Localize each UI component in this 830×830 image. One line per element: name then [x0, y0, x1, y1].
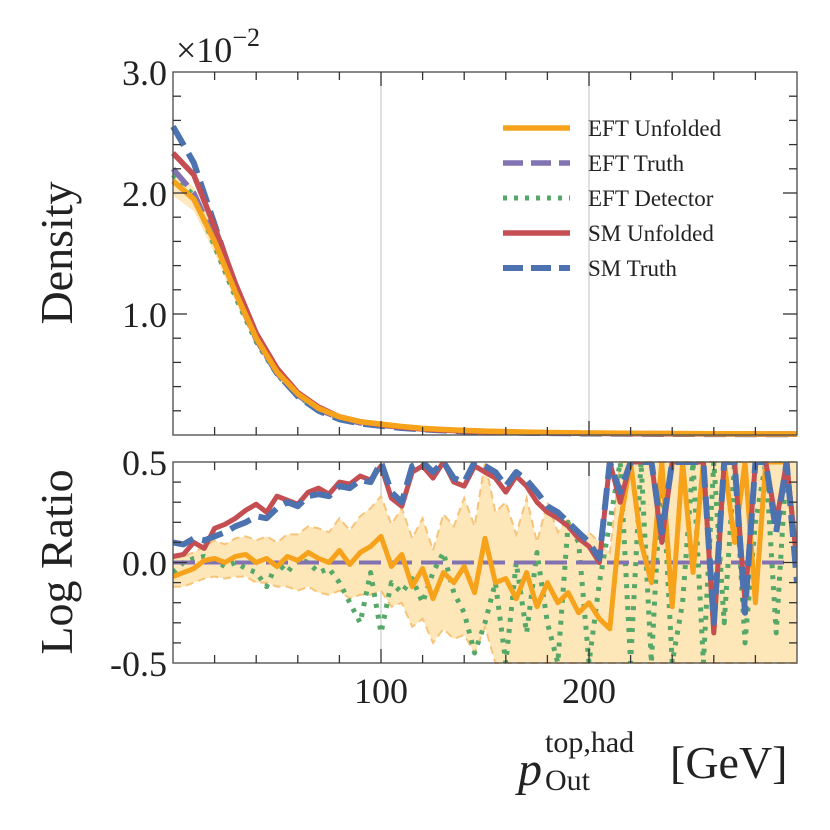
legend-item-sm-unfolded: SM Unfolded — [503, 221, 714, 246]
density-line-eft-unfolded — [171, 178, 797, 437]
x-axis-label-symbol: p — [515, 743, 542, 796]
density-ticks — [173, 72, 797, 435]
legend-item-eft-truth: EFT Truth — [503, 151, 685, 176]
density-ytick-label-2: 3.0 — [122, 53, 167, 93]
ratio-y-tick-labels: -0.5 0.0 0.5 — [110, 443, 167, 684]
legend-item-sm-truth: SM Truth — [503, 256, 677, 281]
ratio-line-sm-unfolded — [173, 462, 797, 636]
ratio-xtick-label-1: 200 — [562, 671, 616, 711]
ratio-ytick-label-2: 0.5 — [122, 443, 167, 483]
density-offset-text: ×10−2 — [176, 23, 260, 70]
density-y-axis-label: Density — [31, 181, 82, 324]
ratio-y-axis-label: Log Ratio — [31, 469, 82, 654]
ratio-line-eft-unfolded — [173, 462, 797, 636]
density-series-lines — [170, 124, 798, 438]
x-axis-label-superscript: top,had — [545, 726, 634, 759]
x-axis-label: p top,had Out [GeV] — [515, 726, 788, 797]
legend-item-eft-detector: EFT Detector — [503, 186, 714, 211]
density-gridlines — [380, 72, 590, 435]
x-axis-label-subscript: Out — [545, 764, 591, 797]
ratio-x-tick-labels: 100 200 — [354, 671, 616, 711]
legend-label: EFT Unfolded — [588, 116, 722, 141]
ratio-line-eft-detector — [173, 462, 797, 663]
log-ratio-panel: -0.5 0.0 0.5 100 200 Log Ratio p top,had Ou… — [31, 443, 798, 797]
legend-label: SM Truth — [588, 256, 677, 281]
legend: EFT Unfolded EFT Truth EFT Detector SM Unfo… — [503, 116, 722, 281]
ratio-series-lines — [173, 462, 797, 663]
density-axes-frame — [172, 71, 798, 436]
legend-label: EFT Detector — [588, 186, 714, 211]
x-axis-label-unit: [GeV] — [670, 737, 788, 788]
ratio-ytick-label-0: -0.5 — [110, 644, 167, 684]
legend-label: EFT Truth — [588, 151, 685, 176]
ratio-ytick-label-1: 0.0 — [122, 544, 167, 584]
ratio-ticks — [173, 462, 797, 663]
density-ytick-label-1: 2.0 — [122, 174, 167, 214]
ratio-line-sm-truth — [173, 462, 797, 626]
density-panel: 1.02.03.0 ×10−2 Density EFT UnfoldedEFT … — [31, 23, 798, 438]
ratio-xtick-label-0: 100 — [354, 671, 408, 711]
legend-label: SM Unfolded — [588, 221, 714, 246]
legend-item-eft-unfolded: EFT Unfolded — [503, 116, 722, 141]
density-y-tick-labels: 1.0 2.0 3.0 — [122, 53, 167, 335]
density-ytick-label-0: 1.0 — [122, 295, 167, 335]
